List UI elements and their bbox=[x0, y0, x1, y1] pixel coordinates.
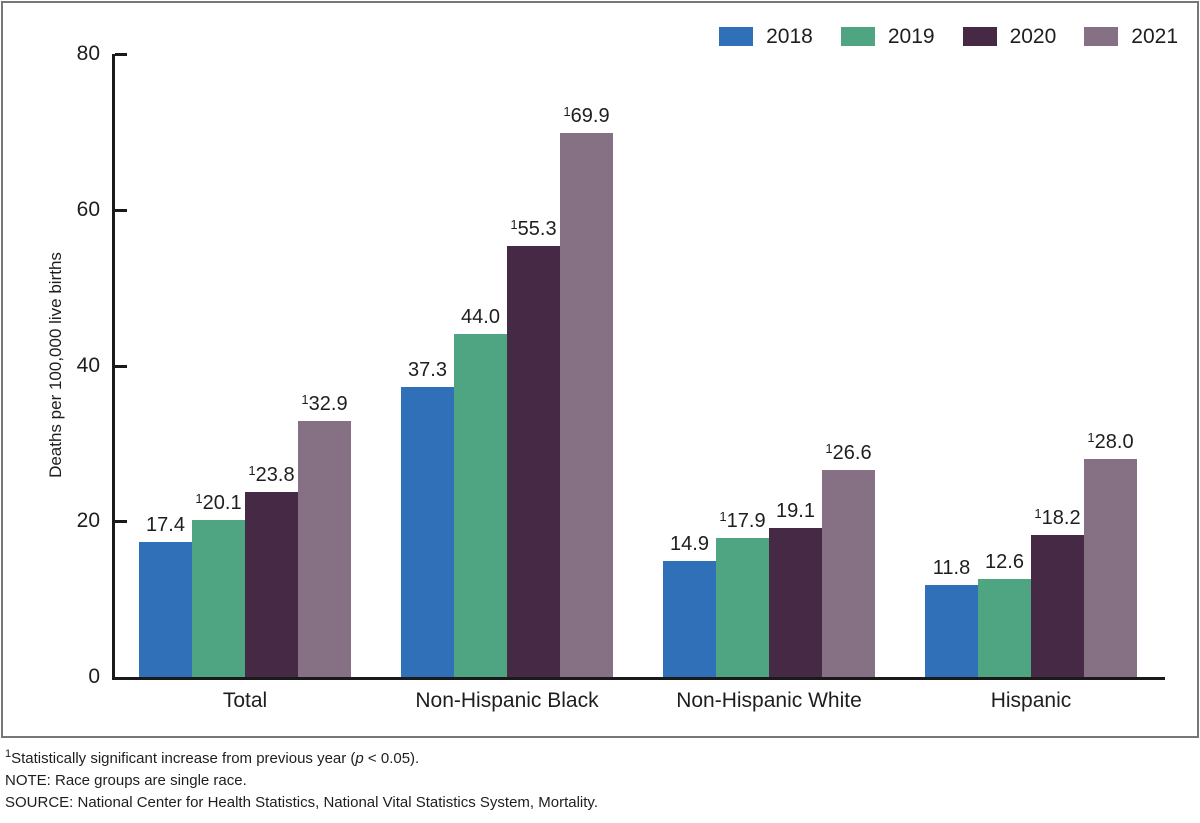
y-tick-label-40: 40 bbox=[76, 353, 100, 377]
y-tick-label-20: 20 bbox=[76, 509, 100, 533]
bar-2018-hispanic bbox=[925, 585, 978, 677]
bar-2021-non-hispanic-white bbox=[822, 469, 875, 677]
bar-2021-hispanic bbox=[1084, 458, 1137, 677]
x-category-label-total: Total bbox=[222, 689, 268, 712]
significance-marker: 1 bbox=[563, 103, 571, 119]
y-axis-line bbox=[112, 54, 115, 680]
bar-value-2018-non-hispanic-white: 14.9 bbox=[670, 532, 709, 555]
bar-value-2019-non-hispanic-white: 117.9 bbox=[719, 508, 766, 532]
bar-value-2020-hispanic: 118.2 bbox=[1034, 506, 1081, 530]
bar-2018-non-hispanic-black bbox=[401, 386, 454, 677]
bar-value-2019-total: 120.1 bbox=[195, 491, 242, 515]
significance-marker: 1 bbox=[1034, 506, 1042, 522]
legend-label-2021: 2021 bbox=[1131, 25, 1178, 48]
legend-swatch-2020 bbox=[962, 27, 997, 46]
x-category-label-non-hispanic-white: Non-Hispanic White bbox=[676, 689, 862, 712]
bar-value-2018-hispanic: 11.8 bbox=[932, 557, 971, 580]
legend: 2018 2019 2020 2021 bbox=[719, 26, 1178, 47]
bar-value-2021-non-hispanic-white: 126.6 bbox=[825, 440, 872, 464]
bar-value-2020-total: 123.8 bbox=[248, 462, 295, 486]
bar-value-2020-non-hispanic-white: 19.1 bbox=[776, 500, 815, 523]
footnote-superscript: 1 bbox=[5, 748, 12, 760]
bar-2019-total bbox=[192, 520, 245, 677]
bar-2021-total bbox=[298, 420, 351, 677]
significance-marker: 1 bbox=[1087, 429, 1095, 445]
legend-item-2018: 2018 bbox=[719, 26, 813, 47]
y-tick-label-0: 0 bbox=[88, 665, 100, 688]
significance-marker: 1 bbox=[195, 491, 203, 507]
x-axis-line bbox=[112, 677, 1165, 680]
legend-item-2021: 2021 bbox=[1084, 26, 1178, 47]
x-category-label-hispanic: Hispanic bbox=[990, 689, 1072, 712]
bar-2020-total bbox=[245, 491, 298, 677]
footnote-significance: 1Statistically significant increase from… bbox=[5, 748, 420, 767]
legend-swatch-2018 bbox=[719, 27, 754, 46]
footnote-source: SOURCE: National Center for Health Stati… bbox=[5, 794, 598, 811]
bar-2018-non-hispanic-white bbox=[663, 560, 716, 677]
plot-area: 17.4 120.1 123.8 132.9 37.3 44.0 155.3 169.9 14.… bbox=[115, 54, 1165, 677]
y-tick-label-60: 60 bbox=[76, 197, 100, 221]
bar-2020-non-hispanic-white bbox=[769, 528, 822, 677]
y-tick-60 bbox=[115, 208, 127, 212]
bar-2019-hispanic bbox=[978, 578, 1031, 677]
footnote-note: NOTE: Race groups are single race. bbox=[5, 772, 247, 789]
legend-label-2020: 2020 bbox=[1009, 25, 1057, 48]
bar-2018-total bbox=[139, 541, 192, 677]
bar-value-2021-hispanic: 128.0 bbox=[1087, 429, 1134, 453]
significance-marker: 1 bbox=[825, 440, 833, 456]
legend-item-2019: 2019 bbox=[840, 25, 935, 48]
y-tick-80 bbox=[115, 53, 127, 56]
legend-item-2020: 2020 bbox=[962, 25, 1057, 48]
bar-value-2019-non-hispanic-black: 44.0 bbox=[461, 306, 500, 329]
bar-value-2018-total: 17.4 bbox=[146, 513, 185, 536]
legend-label-2019: 2019 bbox=[887, 25, 935, 48]
legend-label-2018: 2018 bbox=[766, 25, 813, 48]
legend-swatch-2019 bbox=[840, 27, 875, 46]
y-tick-label-80: 80 bbox=[76, 42, 100, 65]
bar-2019-non-hispanic-black bbox=[454, 334, 507, 677]
significance-marker: 1 bbox=[510, 217, 518, 233]
bar-2021-non-hispanic-black bbox=[560, 132, 613, 677]
significance-marker: 1 bbox=[248, 462, 256, 478]
bar-2019-non-hispanic-white bbox=[716, 537, 769, 677]
footnotes: 1Statistically significant increase from… bbox=[5, 743, 598, 814]
bar-value-2021-non-hispanic-black: 169.9 bbox=[563, 103, 610, 127]
bar-value-2018-non-hispanic-black: 37.3 bbox=[408, 358, 447, 381]
bar-value-2020-non-hispanic-black: 155.3 bbox=[510, 217, 557, 241]
significance-marker: 1 bbox=[719, 508, 727, 524]
significance-marker: 1 bbox=[301, 391, 309, 407]
y-tick-20 bbox=[115, 520, 127, 524]
legend-swatch-2021 bbox=[1084, 27, 1119, 46]
y-tick-40 bbox=[115, 364, 127, 368]
bar-value-2019-hispanic: 12.6 bbox=[985, 550, 1024, 573]
x-category-label-non-hispanic-black: Non-Hispanic Black bbox=[415, 689, 599, 712]
x-axis-category-labels: Total Non-Hispanic Black Non-Hispanic Whit… bbox=[115, 689, 1165, 719]
bar-2020-hispanic bbox=[1031, 535, 1084, 677]
bar-2020-non-hispanic-black bbox=[507, 246, 560, 677]
bar-value-2021-total: 132.9 bbox=[301, 391, 348, 415]
